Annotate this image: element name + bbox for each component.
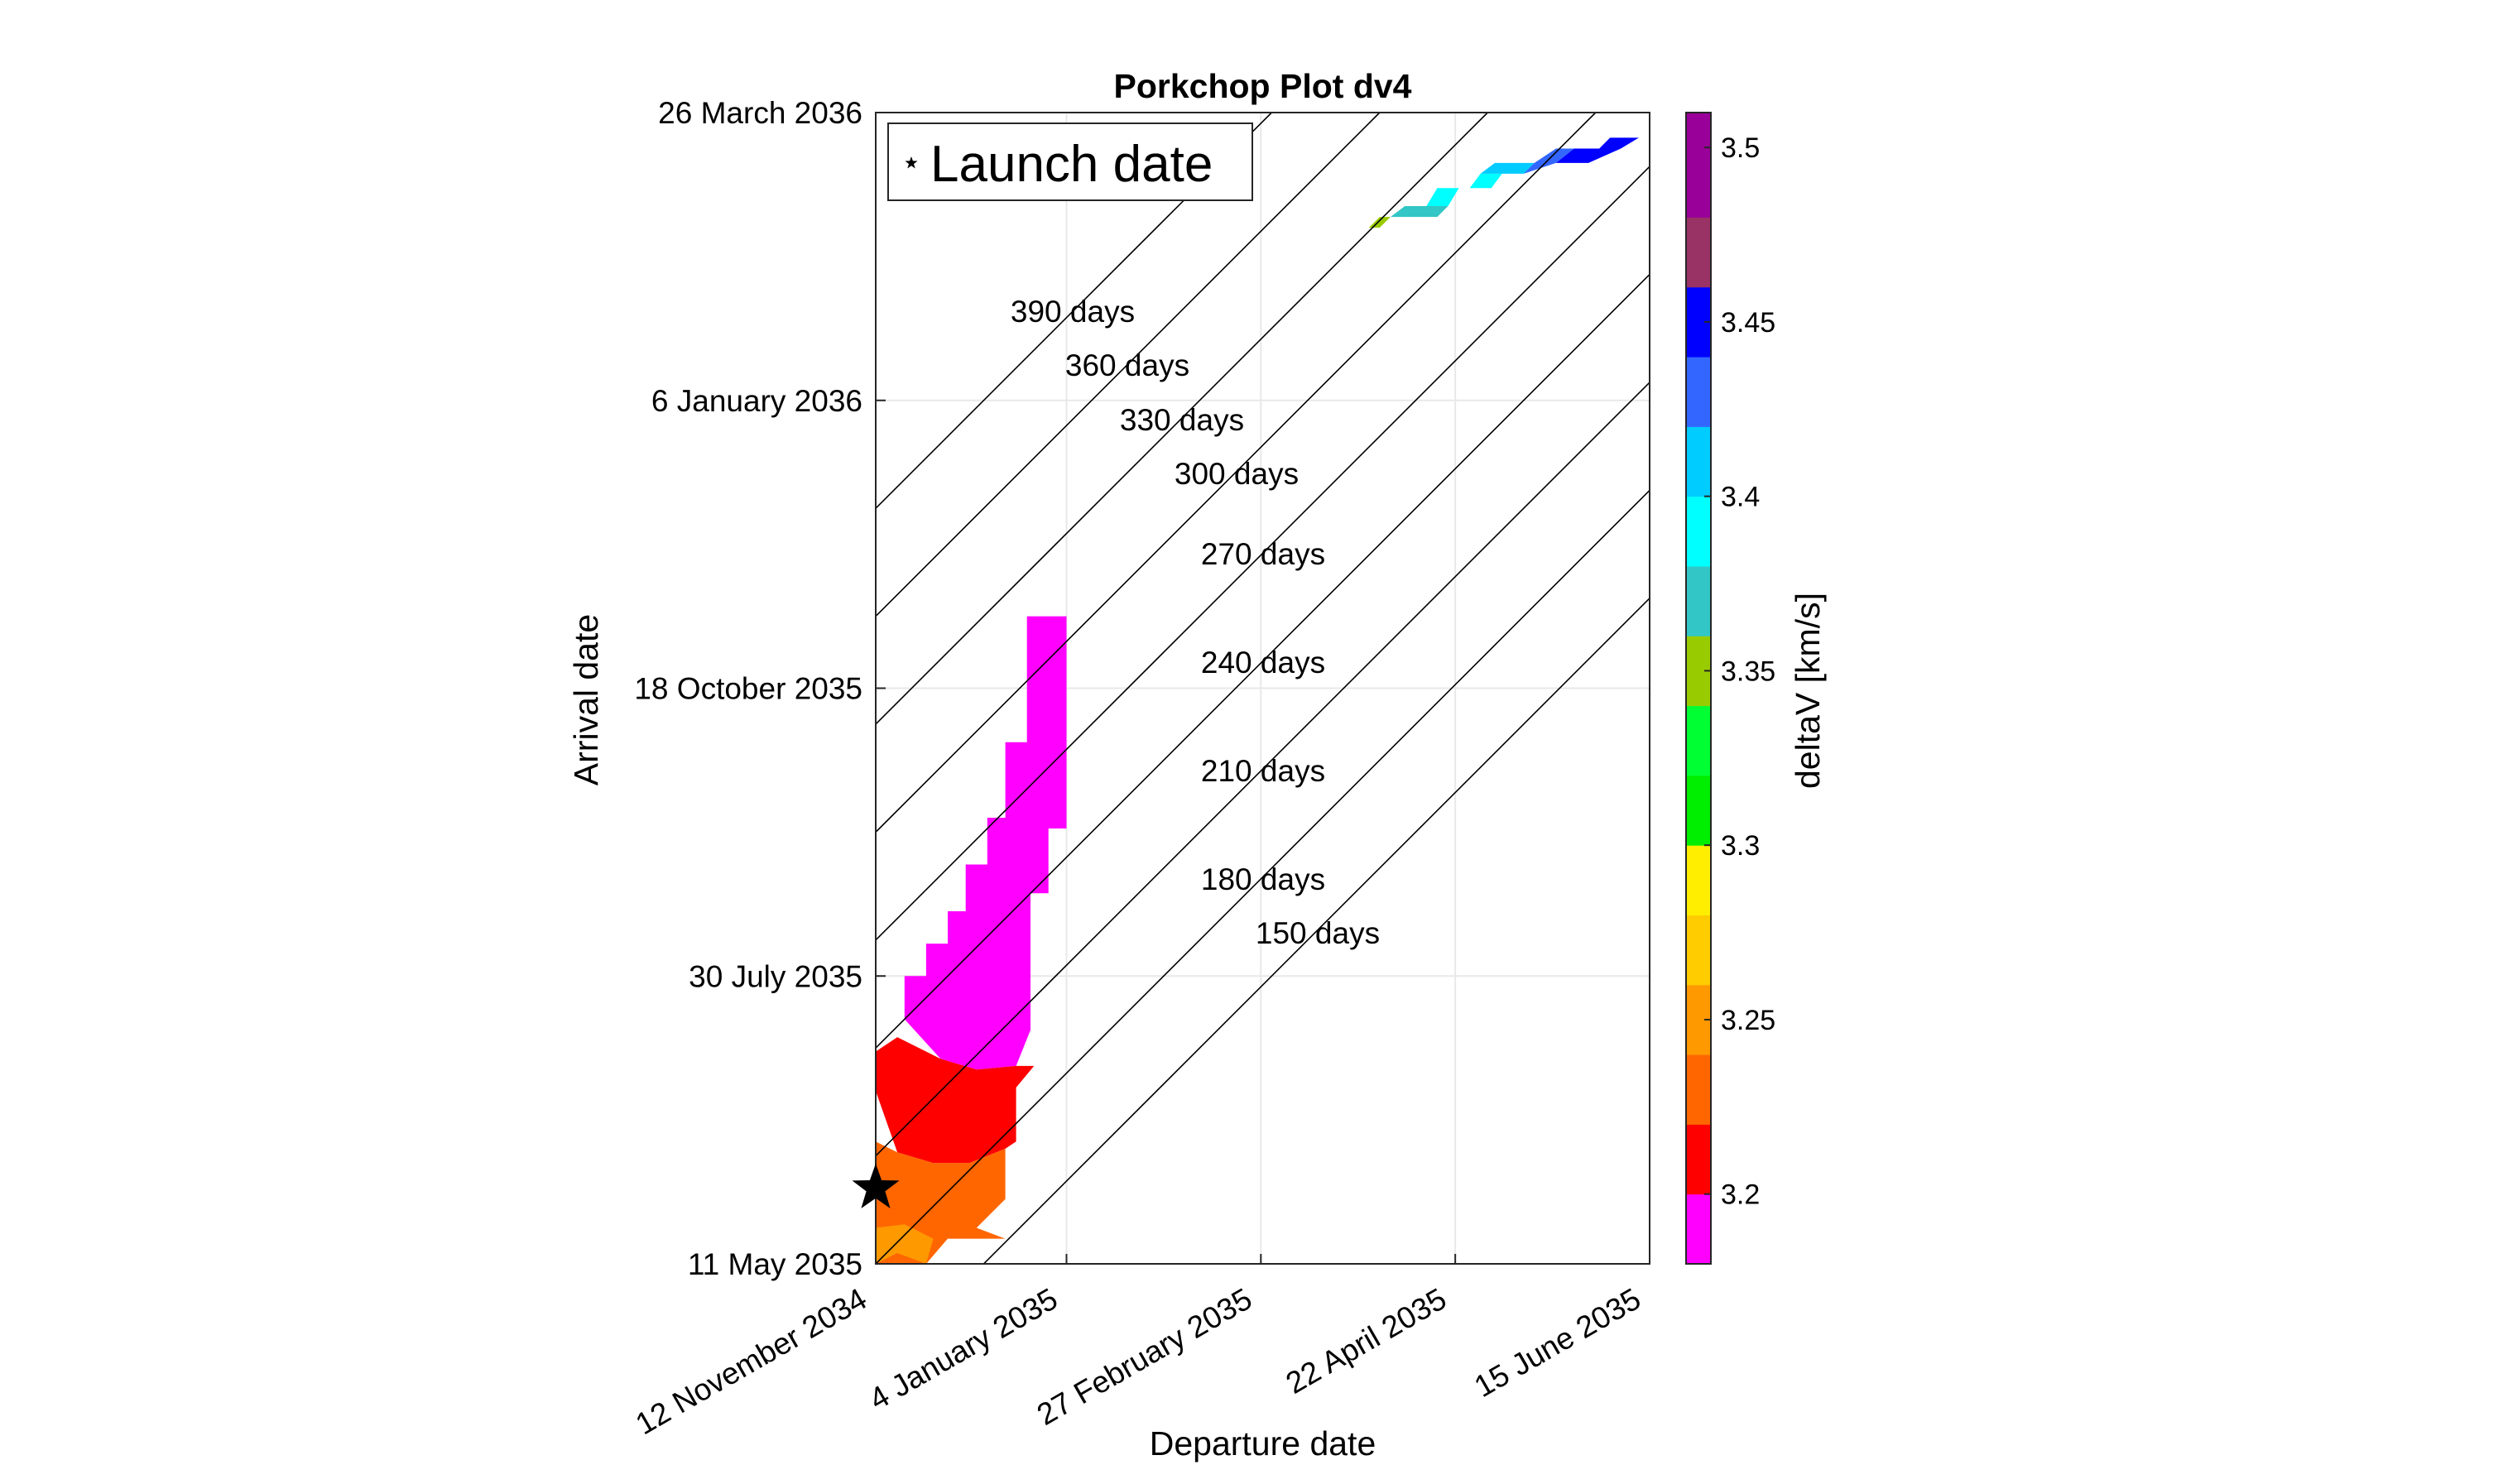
colorbar-tick-label: 3.5 xyxy=(1721,132,1760,164)
tof-label-270: 270 days xyxy=(1201,537,1325,571)
colorbar-level xyxy=(1686,705,1711,776)
y-tick-label: 26 March 2036 xyxy=(658,96,862,130)
colorbar-tick-label: 3.3 xyxy=(1721,830,1760,862)
colorbar-level xyxy=(1686,357,1711,427)
text-layer: 150 days 180 days 210 days 240 days 270 days… xyxy=(567,67,1827,1462)
tof-line-180 xyxy=(875,489,1650,1265)
tof-label-390: 390 days xyxy=(1011,295,1135,329)
y-tick-label: 11 May 2035 xyxy=(688,1247,862,1281)
colorbar-level xyxy=(1686,565,1711,636)
tof-line-240 xyxy=(875,274,1650,1049)
legend-label: Launch date xyxy=(930,136,1213,193)
tof-line-300 xyxy=(875,112,1597,833)
time-of-flight-contours xyxy=(875,112,1650,1265)
colorbar-level xyxy=(1686,915,1711,986)
colorbar-level xyxy=(1686,426,1711,497)
deltav-region xyxy=(876,1224,934,1264)
chart-title: Porkchop Plot dv4 xyxy=(1114,67,1412,105)
colorbar-level xyxy=(1686,217,1711,288)
deltav-region xyxy=(1480,162,1535,174)
tof-label-360: 360 days xyxy=(1065,348,1189,382)
tof-line-210 xyxy=(875,382,1650,1157)
y-axis-title: Arrival date xyxy=(567,614,605,785)
tof-label-240: 240 days xyxy=(1201,646,1325,680)
y-tick-label: 6 January 2036 xyxy=(651,384,862,418)
colorbar-tick-label: 3.35 xyxy=(1721,656,1775,687)
deltav-region xyxy=(1555,137,1639,163)
deltav-region xyxy=(876,1037,1035,1164)
tof-label-150: 150 days xyxy=(1256,916,1380,950)
colorbar-tick-label: 3.45 xyxy=(1721,307,1775,339)
y-tick-label: 30 July 2035 xyxy=(689,959,862,993)
tof-line-150 xyxy=(982,598,1650,1265)
deltav-region xyxy=(1390,206,1448,218)
tof-label-180: 180 days xyxy=(1201,862,1325,896)
colorbar-level xyxy=(1686,113,1711,218)
x-tick-label: 15 June 2035 xyxy=(1468,1281,1646,1404)
tof-label-300: 300 days xyxy=(1175,457,1299,491)
x-tick-label: 27 February 2035 xyxy=(1031,1281,1257,1432)
colorbar-frame xyxy=(1685,112,1712,1265)
deltav-region xyxy=(1368,217,1391,228)
x-axis-title: Departure date xyxy=(1150,1424,1376,1462)
x-tick-label: 22 April 2035 xyxy=(1280,1281,1453,1400)
launch-star-marker xyxy=(852,1163,900,1208)
colorbar xyxy=(1685,112,1712,1265)
colorbar-level xyxy=(1686,1124,1711,1195)
tof-line-360 xyxy=(875,112,1381,617)
colorbar-tick-label: 3.2 xyxy=(1721,1179,1760,1211)
tof-label-210: 210 days xyxy=(1201,754,1325,788)
tof-line-270 xyxy=(875,166,1650,941)
colorbar-tick-label: 3.25 xyxy=(1721,1005,1775,1036)
x-tick-label: 12 November 2034 xyxy=(630,1281,872,1441)
x-tick-label: 4 January 2035 xyxy=(863,1281,1063,1416)
tof-line-330 xyxy=(875,112,1488,725)
legend-star-icon xyxy=(905,156,918,169)
colorbar-level xyxy=(1686,1193,1711,1265)
colorbar-level xyxy=(1686,496,1711,567)
deltav-region xyxy=(1523,148,1574,174)
legend xyxy=(887,122,1253,201)
launch-marker-layer xyxy=(852,1163,900,1208)
tof-label-330: 330 days xyxy=(1120,403,1244,437)
colorbar-title: deltaV [km/s] xyxy=(1789,593,1827,789)
colorbar-tick-label: 3.4 xyxy=(1721,482,1760,513)
colorbar-level xyxy=(1686,775,1711,846)
deltav-contour-regions xyxy=(876,137,1639,1264)
y-tick-label: 18 October 2035 xyxy=(634,672,862,706)
colorbar-level xyxy=(1686,1054,1711,1125)
axes-box xyxy=(875,112,1650,1265)
deltav-region xyxy=(1426,173,1502,206)
deltav-region xyxy=(904,616,1067,1070)
legend-box xyxy=(887,122,1253,201)
colorbar-level xyxy=(1686,845,1711,915)
